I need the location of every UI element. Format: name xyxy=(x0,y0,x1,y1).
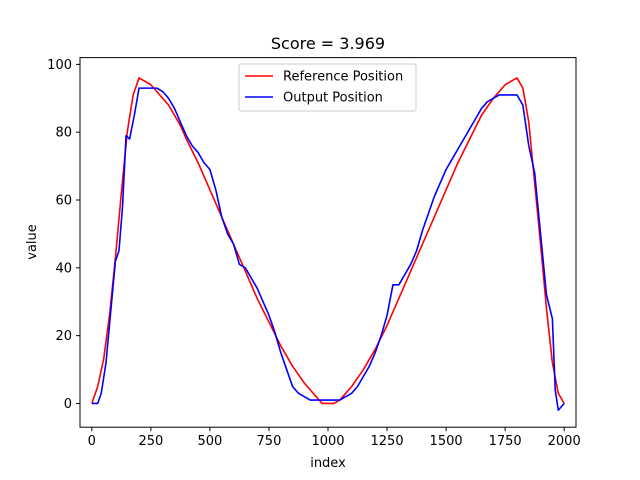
y-tick-label: 80 xyxy=(55,126,72,141)
legend-box xyxy=(238,63,417,112)
y-tick-label: 60 xyxy=(55,194,72,209)
y-tick-label: 40 xyxy=(55,261,72,276)
series-line-2 xyxy=(91,87,565,412)
x-tick-label: 250 xyxy=(138,434,163,449)
y-tick-label: 100 xyxy=(47,58,72,73)
plot-frame xyxy=(79,57,577,428)
legend: Reference Position Output Position xyxy=(238,63,417,112)
y-axis: 0 20 40 60 80 100 xyxy=(47,58,80,412)
legend-label-2: Output Position xyxy=(283,91,383,106)
x-tick-label: 1000 xyxy=(311,434,344,449)
x-tick-label: 1250 xyxy=(371,434,404,449)
x-tick-label: 750 xyxy=(257,434,282,449)
x-tick-label: 2000 xyxy=(548,434,581,449)
chart-title: Score = 3.969 xyxy=(271,34,385,53)
y-tick-label: 0 xyxy=(64,397,72,412)
x-tick-label: 1500 xyxy=(430,434,463,449)
x-axis-label: index xyxy=(310,456,346,471)
plot-lines xyxy=(91,77,565,412)
series-line-1 xyxy=(91,77,565,405)
x-tick-label: 1750 xyxy=(489,434,522,449)
y-tick-label: 20 xyxy=(55,329,72,344)
x-axis: 0 250 500 750 1000 1250 1500 1750 2000 xyxy=(88,427,581,449)
x-tick-label: 500 xyxy=(197,434,222,449)
y-axis-label: value xyxy=(25,224,40,260)
x-tick-label: 0 xyxy=(88,434,96,449)
legend-label-1: Reference Position xyxy=(283,70,403,85)
